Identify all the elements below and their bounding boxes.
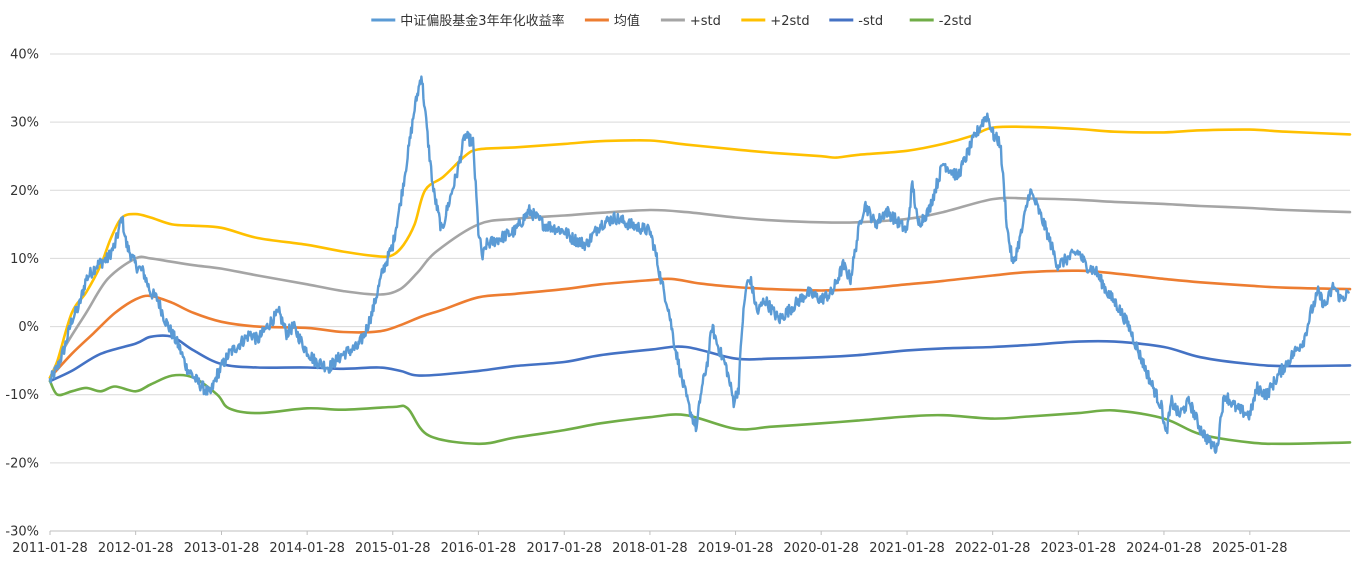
legend-item: -2std xyxy=(909,14,972,29)
legend-label: +std xyxy=(690,14,721,29)
series-line-1 xyxy=(48,269,1352,379)
x-axis: 2011-01-28 2012-01-28 2013-01-28 2014-01-28… xyxy=(12,531,1288,556)
legend: 中证偏股基金3年年化收益率 均值 +std +2std -std -2std xyxy=(371,13,972,29)
y-tick-label: 20% xyxy=(10,184,39,199)
y-tick-label: 0% xyxy=(18,320,39,335)
x-tick-label: 2012-01-28 xyxy=(98,541,174,556)
legend-item: +2std xyxy=(741,14,810,29)
x-tick-label: 2024-01-28 xyxy=(1126,541,1202,556)
x-tick-label: 2022-01-28 xyxy=(955,541,1031,556)
legend-label: +2std xyxy=(770,14,809,29)
y-tick-label: -10% xyxy=(5,388,39,403)
legend-label: -2std xyxy=(939,14,972,29)
x-tick-label: 2021-01-28 xyxy=(869,541,945,556)
series-line-5 xyxy=(48,373,1352,446)
x-tick-label: 2013-01-28 xyxy=(184,541,260,556)
y-tick-label: 30% xyxy=(10,116,39,131)
series-line-0 xyxy=(48,75,1350,454)
series-line-3 xyxy=(48,125,1352,379)
x-tick-label: 2015-01-28 xyxy=(355,541,431,556)
series-line-4 xyxy=(48,334,1352,383)
y-tick-label: 10% xyxy=(10,252,39,267)
legend-item: 均值 xyxy=(584,13,640,29)
x-tick-label: 2011-01-28 xyxy=(12,541,88,556)
legend-label: 中证偏股基金3年年化收益率 xyxy=(400,13,564,29)
series-line-2 xyxy=(48,196,1352,379)
x-tick-label: 2019-01-28 xyxy=(698,541,774,556)
x-tick-label: 2018-01-28 xyxy=(612,541,688,556)
x-tick-label: 2016-01-28 xyxy=(441,541,517,556)
legend-item: 中证偏股基金3年年化收益率 xyxy=(371,13,565,29)
x-tick-label: 2014-01-28 xyxy=(269,541,345,556)
y-tick-label: -20% xyxy=(5,456,39,471)
x-tick-label: 2023-01-28 xyxy=(1041,541,1117,556)
legend-item: +std xyxy=(660,14,721,29)
gridlines xyxy=(50,53,1350,532)
y-tick-label: -30% xyxy=(5,525,39,540)
y-tick-label: 40% xyxy=(10,48,39,63)
series-lines xyxy=(48,75,1352,454)
legend-item: -std xyxy=(829,14,883,29)
x-tick-label: 2025-01-28 xyxy=(1212,541,1288,556)
y-axis: 40% 30% 20% 10% 0% -10% -20% -30% xyxy=(5,48,39,540)
x-tick-label: 2017-01-28 xyxy=(526,541,602,556)
legend-label: 均值 xyxy=(614,13,640,29)
legend-label: -std xyxy=(858,14,883,29)
x-tick-label: 2020-01-28 xyxy=(783,541,859,556)
